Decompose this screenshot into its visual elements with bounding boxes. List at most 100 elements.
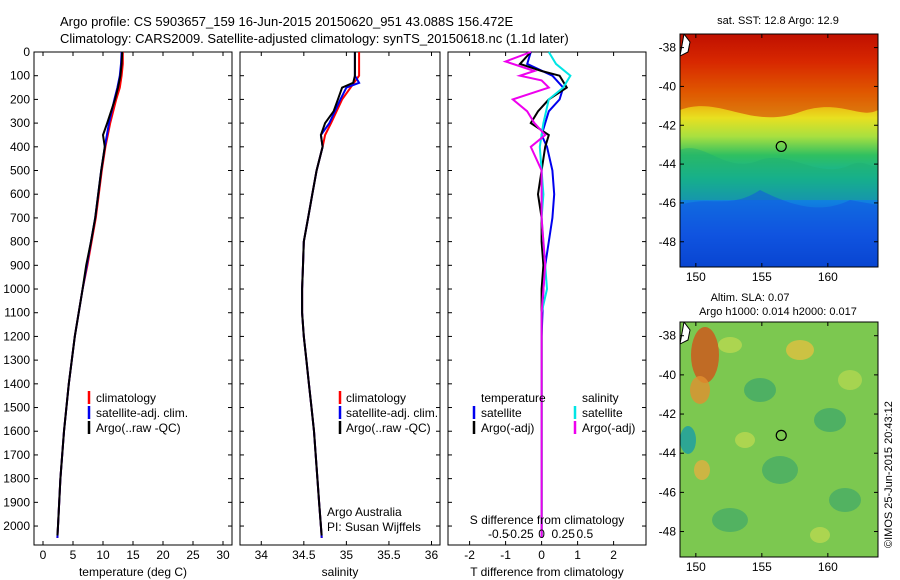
salinity-legend: climatology satellite-adj. clim. Argo(..…	[338, 391, 438, 435]
map-y-tick-label: -46	[659, 485, 677, 499]
depth-tick-label: 1100	[4, 306, 30, 320]
legend-label-climatology: climatology	[346, 391, 406, 405]
x-tick-label: -2	[464, 548, 475, 562]
temperature-panel: 0100200300400500600700800900100011001200…	[3, 45, 233, 579]
map-y-tick-label: -46	[659, 196, 677, 210]
map-y-tick-label: -44	[659, 446, 677, 460]
depth-tick-label: 1000	[3, 282, 30, 296]
depth-tick-label: 100	[10, 69, 30, 83]
temperature-legend: climatology satellite-adj. clim. Argo(..…	[87, 391, 188, 435]
s-tick-label: -0.25	[506, 527, 534, 541]
map-x-tick-label: 160	[818, 560, 838, 574]
map-y-tick-label: -38	[659, 329, 677, 343]
legend-label-satellite: satellite-adj. clim.	[346, 406, 438, 420]
x-tick-label: 34.5	[292, 548, 316, 562]
series-line-satellite-adj-clim-	[56, 51, 123, 538]
x-tick-label: 20	[156, 548, 170, 562]
depth-tick-label: 600	[10, 187, 30, 201]
depth-tick-label: 700	[10, 211, 30, 225]
sla-map-panel: Altim. SLA: 0.07 Argo h1000: 0.014 h2000…	[659, 292, 879, 574]
imos-credit: ©IMOS 25-Jun-2015 20:43:12	[883, 401, 895, 548]
map-x-tick-label: 155	[752, 270, 772, 284]
legend-label-satellite: satellite-adj. clim.	[96, 406, 188, 420]
map-x-tick-label: 155	[752, 560, 772, 574]
difference-xlabel-top: S difference from climatology	[470, 513, 625, 527]
temperature-frame	[33, 51, 233, 546]
map-y-tick-label: -44	[659, 157, 677, 171]
depth-tick-label: 1700	[3, 448, 30, 462]
depth-tick-label: 1800	[3, 472, 30, 486]
x-tick-label: 35.5	[377, 548, 401, 562]
series-line-argo-raw-qc-	[56, 51, 124, 536]
s-tick-label: 0	[538, 527, 545, 541]
x-tick-label: 1	[574, 548, 581, 562]
x-tick-label: -1	[500, 548, 511, 562]
series-line-argo-raw-qc-	[301, 52, 356, 536]
depth-tick-label: 1500	[3, 401, 30, 415]
legend-header-temperature: temperature	[481, 391, 546, 405]
map-y-tick-label: -48	[659, 525, 677, 539]
series-line-salinity-argo-adj-	[502, 51, 551, 538]
sst-map-field	[680, 34, 878, 267]
temperature-xlabel: temperature (deg C)	[79, 565, 187, 579]
legend-label-climatology: climatology	[96, 391, 156, 405]
map-y-tick-label: -48	[659, 235, 677, 249]
map-y-tick-label: -40	[659, 368, 677, 382]
map-x-tick-label: 150	[686, 560, 706, 574]
salinity-annotation-line1: Argo Australia	[327, 505, 402, 519]
legend-header-salinity: salinity	[582, 391, 619, 405]
x-tick-label: 34	[255, 548, 269, 562]
depth-tick-label: 1400	[3, 377, 30, 391]
depth-tick-label: 1200	[3, 329, 30, 343]
figure-title-line1: Argo profile: CS 5903657_159 16-Jun-2015…	[60, 14, 514, 29]
legend-label-salinity-argo: Argo(-adj)	[582, 421, 635, 435]
x-tick-label: 36	[425, 548, 439, 562]
difference-legend: temperature salinity satellite Argo(-adj…	[472, 391, 635, 435]
argo-location-marker	[775, 140, 787, 153]
x-tick-label: 15	[126, 548, 140, 562]
argo-location-marker	[775, 429, 787, 441]
depth-tick-label: 900	[10, 258, 30, 272]
legend-label-argo: Argo(..raw -QC)	[96, 421, 181, 435]
sst-map-title: sat. SST: 12.8 Argo: 12.9	[717, 15, 839, 27]
depth-tick-label: 0	[23, 45, 30, 59]
depth-tick-label: 1600	[3, 424, 30, 438]
x-tick-label: 10	[96, 548, 110, 562]
sst-map-frame	[679, 33, 879, 268]
difference-frame	[447, 51, 647, 546]
map-y-tick-label: -42	[659, 407, 677, 421]
difference-panel: -2 -1 0 1 2 -0.5-0.25 0 0.25 0.5 T difference fr…	[447, 51, 647, 579]
map-x-tick-label: 150	[686, 270, 706, 284]
x-tick-label: 30	[216, 548, 230, 562]
map-y-tick-label: -40	[659, 79, 677, 93]
map-x-tick-label: 160	[818, 270, 838, 284]
x-tick-label: 5	[70, 548, 77, 562]
x-tick-label: 0	[538, 548, 545, 562]
map-y-tick-label: -38	[659, 41, 677, 55]
sla-map-title-line1: Altim. SLA: 0.07	[711, 292, 790, 304]
legend-label-salinity-satellite: satellite	[582, 406, 623, 420]
difference-xlabel: T difference from climatology	[470, 565, 624, 579]
depth-tick-label: 400	[10, 140, 30, 154]
legend-label-argo: Argo(..raw -QC)	[346, 421, 431, 435]
legend-label-temperature-argo: Argo(-adj)	[481, 421, 534, 435]
depth-tick-label: 2000	[3, 519, 30, 533]
x-tick-label: 35	[340, 548, 354, 562]
depth-tick-label: 1900	[3, 495, 30, 509]
x-tick-label: 25	[186, 548, 200, 562]
series-line-climatology	[56, 52, 124, 538]
depth-tick-label: 200	[10, 92, 30, 106]
depth-tick-label: 300	[10, 116, 30, 130]
salinity-frame	[239, 51, 441, 546]
depth-tick-label: 500	[10, 164, 30, 178]
sst-map-panel: sat. SST: 12.8 Argo: 12.9 150 155 160 -38 -4…	[659, 15, 879, 284]
sla-map-frame	[679, 321, 879, 558]
s-tick-label: 0.5	[576, 527, 593, 541]
x-tick-label: 0	[40, 548, 47, 562]
s-tick-label: 0.25	[552, 527, 576, 541]
series-line-climatology	[301, 52, 361, 538]
depth-tick-label: 1300	[3, 353, 30, 367]
x-tick-label: 2	[610, 548, 617, 562]
sla-map-title-line2: Argo h1000: 0.014 h2000: 0.017	[699, 306, 857, 318]
